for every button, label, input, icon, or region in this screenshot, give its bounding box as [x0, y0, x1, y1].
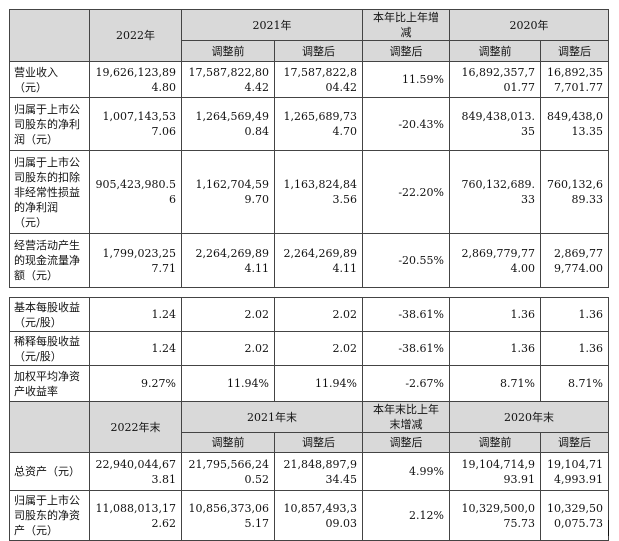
cell-2020-before: 8.71%: [449, 365, 541, 402]
header-2020-after: 调整后: [540, 432, 609, 453]
cell-2020-after: 16,892,357,701.77: [540, 61, 609, 98]
table-row: 基本每股收益（元/股） 1.24 2.02 2.02 -38.61% 1.36 …: [9, 297, 609, 332]
cell-2021-after: 1,163,824,843.56: [274, 150, 363, 234]
cell-change: -20.55%: [362, 233, 450, 288]
table-row: 经营活动产生的现金流量净额（元） 1,799,023,257.71 2,264,…: [9, 233, 609, 288]
cell-2020-after: 760,132,689.33: [540, 150, 609, 234]
header-2020-after: 调整后: [540, 40, 609, 62]
header-2021: 2021年: [181, 9, 363, 41]
table-row: 归属于上市公司股东的净利润（元） 1,007,143,537.06 1,264,…: [9, 97, 609, 151]
cell-2020-before: 16,892,357,701.77: [449, 61, 541, 98]
cell-change: -20.43%: [362, 97, 450, 151]
header-2020-end: 2020年末: [449, 401, 609, 433]
row-label: 稀释每股收益（元/股）: [9, 331, 90, 366]
financial-table-main: 2022年 2021年 本年比上年增减 2020年 调整前 调整后 调整后 调整…: [9, 9, 609, 288]
cell-2021-before: 2,264,269,894.11: [181, 233, 275, 288]
cell-2021-before: 2.02: [181, 331, 275, 366]
cell-2022: 11,088,013,172.62: [89, 490, 182, 541]
header-2021-before: 调整前: [181, 432, 275, 453]
header-2021-after: 调整后: [274, 432, 363, 453]
table-row: 加权平均净资产收益率 9.27% 11.94% 11.94% -2.67% 8.…: [9, 365, 609, 402]
cell-2021-after: 2.02: [274, 297, 363, 332]
cell-2020-after: 1.36: [540, 331, 609, 366]
cell-2020-before: 849,438,013.35: [449, 97, 541, 151]
cell-change: -38.61%: [362, 297, 450, 332]
table-row: 营业收入（元） 19,626,123,894.80 17,587,822,804…: [9, 61, 609, 98]
cell-2021-after: 21,848,897,934.45: [274, 452, 363, 491]
cell-2020-after: 2,869,779,774.00: [540, 233, 609, 288]
row-label: 基本每股收益（元/股）: [9, 297, 90, 332]
text-cursor: [608, 520, 609, 536]
header-2021-end: 2021年末: [181, 401, 363, 433]
header-2021-after: 调整后: [274, 40, 363, 62]
cell-2021-before: 10,856,373,065.17: [181, 490, 275, 541]
cell-2020-after: 19,104,714,993.91: [540, 452, 609, 491]
header-change-sub: 调整后: [362, 40, 450, 62]
row-label: 加权平均净资产收益率: [9, 365, 90, 402]
header-2022: 2022年: [89, 9, 182, 62]
table-row: 归属于上市公司股东的净资产（元） 11,088,013,172.62 10,85…: [9, 490, 609, 541]
cell-change: 11.59%: [362, 61, 450, 98]
cell-change: 2.12%: [362, 490, 450, 541]
header-2020-before: 调整前: [449, 432, 541, 453]
row-label: 经营活动产生的现金流量净额（元）: [9, 233, 90, 288]
header-change-end: 本年末比上年末增减: [362, 401, 450, 433]
header-2020-before: 调整前: [449, 40, 541, 62]
cell-2022: 905,423,980.56: [89, 150, 182, 234]
cell-2020-after: 8.71%: [540, 365, 609, 402]
header-2021-before: 调整前: [181, 40, 275, 62]
cell-2021-after: 2.02: [274, 331, 363, 366]
cell-2020-after: 10,329,500,075.73: [540, 490, 609, 541]
cell-2020-after: 849,438,013.35: [540, 97, 609, 151]
cell-2021-before: 1,264,569,490.84: [181, 97, 275, 151]
row-label: 营业收入（元）: [9, 61, 90, 98]
cell-2020-after: 1.36: [540, 297, 609, 332]
cell-2021-after: 2,264,269,894.11: [274, 233, 363, 288]
cell-2021-before: 11.94%: [181, 365, 275, 402]
header-change: 本年比上年增减: [362, 9, 450, 41]
cell-2022: 22,940,044,673.81: [89, 452, 182, 491]
row-label: 归属于上市公司股东的净利润（元）: [9, 97, 90, 151]
cell-2021-before: 1,162,704,599.70: [181, 150, 275, 234]
cell-2021-before: 2.02: [181, 297, 275, 332]
cell-2022: 9.27%: [89, 365, 182, 402]
cell-2020-before: 760,132,689.33: [449, 150, 541, 234]
financial-table-secondary: 基本每股收益（元/股） 1.24 2.02 2.02 -38.61% 1.36 …: [9, 297, 609, 541]
header-blank: [9, 9, 90, 62]
cell-change: -22.20%: [362, 150, 450, 234]
cell-2021-after: 11.94%: [274, 365, 363, 402]
cell-2020-before: 1.36: [449, 331, 541, 366]
cell-2022: 1.24: [89, 331, 182, 366]
cell-2021-before: 21,795,566,240.52: [181, 452, 275, 491]
cell-change: 4.99%: [362, 452, 450, 491]
header-blank: [9, 401, 90, 453]
cell-2022: 1,007,143,537.06: [89, 97, 182, 151]
header-2020: 2020年: [449, 9, 609, 41]
cell-2020-before: 19,104,714,993.91: [449, 452, 541, 491]
cell-2022: 1,799,023,257.71: [89, 233, 182, 288]
cell-2022: 1.24: [89, 297, 182, 332]
table-row: 归属于上市公司股东的扣除非经常性损益的净利润（元） 905,423,980.56…: [9, 150, 609, 234]
row-label: 归属于上市公司股东的扣除非经常性损益的净利润（元）: [9, 150, 90, 234]
cell-2020-before: 2,869,779,774.00: [449, 233, 541, 288]
header-change-sub: 调整后: [362, 432, 450, 453]
cell-2021-after: 17,587,822,804.42: [274, 61, 363, 98]
cell-2022: 19,626,123,894.80: [89, 61, 182, 98]
cell-2020-before: 10,329,500,075.73: [449, 490, 541, 541]
table-row: 稀释每股收益（元/股） 1.24 2.02 2.02 -38.61% 1.36 …: [9, 331, 609, 366]
cell-change: -38.61%: [362, 331, 450, 366]
table-row: 总资产（元） 22,940,044,673.81 21,795,566,240.…: [9, 452, 609, 491]
cell-2020-before: 1.36: [449, 297, 541, 332]
cell-2021-after: 10,857,493,309.03: [274, 490, 363, 541]
row-label: 归属于上市公司股东的净资产（元）: [9, 490, 90, 541]
cell-2021-before: 17,587,822,804.42: [181, 61, 275, 98]
row-label: 总资产（元）: [9, 452, 90, 491]
header-2022-end: 2022年末: [89, 401, 182, 453]
cell-2021-after: 1,265,689,734.70: [274, 97, 363, 151]
cell-change: -2.67%: [362, 365, 450, 402]
